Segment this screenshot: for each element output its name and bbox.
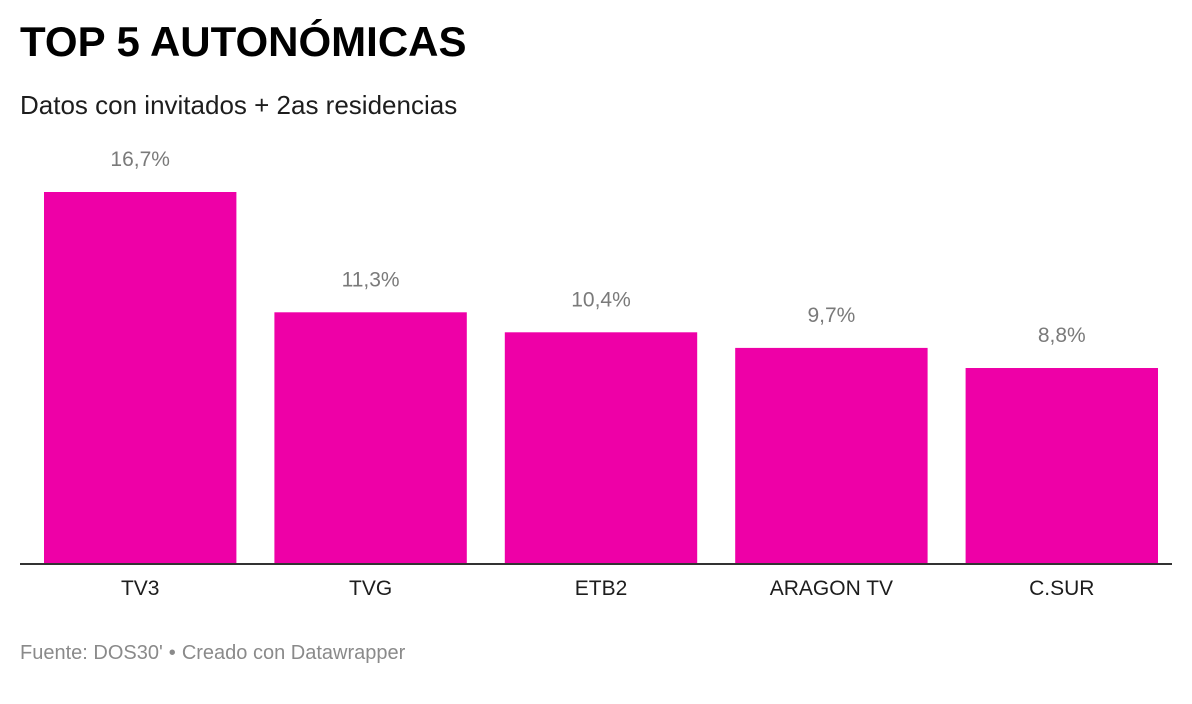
chart-title: TOP 5 AUTONÓMICAS [20, 18, 467, 65]
bar-tv3 [44, 192, 237, 564]
value-label: 11,3% [342, 268, 400, 291]
value-label: 16,7% [110, 148, 170, 171]
source-note: Fuente: DOS30' [20, 642, 163, 664]
category-label: TV3 [121, 577, 160, 600]
bar-aragon-tv [735, 347, 928, 564]
category-label: C.SUR [1029, 577, 1094, 600]
chart-subtitle: Datos con invitados + 2as residencias [20, 90, 458, 120]
category-label: TVG [349, 577, 392, 600]
category-label: ETB2 [575, 577, 628, 600]
value-label: 8,8% [1038, 324, 1086, 347]
footer: Fuente: DOS30' • Creado con Datawrapper [20, 642, 405, 665]
bars-group [44, 192, 1158, 564]
category-labels-group: TV3 TVG ETB2 ARAGON TV C.SUR [121, 577, 1095, 600]
value-label: 9,7% [807, 304, 855, 327]
bar-tvg [274, 312, 467, 564]
bar-c-sur [965, 368, 1158, 564]
bar-etb2 [504, 332, 698, 564]
credit-note: Creado con Datawrapper [181, 642, 406, 664]
value-labels-group: 16,7% 11,3% 10,4% 9,7% 8,8% [110, 148, 1085, 347]
value-label: 10,4% [571, 288, 631, 311]
category-label: ARAGON TV [770, 577, 893, 600]
footer-separator: • [168, 642, 176, 664]
